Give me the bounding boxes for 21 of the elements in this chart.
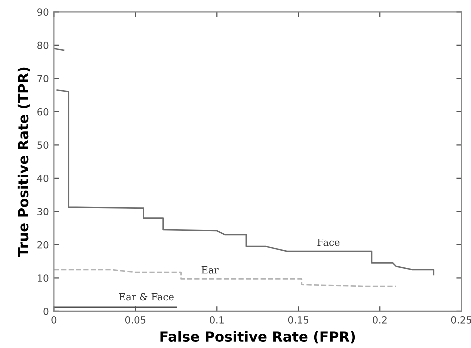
y-tick-label: 30 [38,208,49,216]
y-tick-label: 80 [38,42,49,50]
y-tick-label: 60 [38,108,49,116]
x-axis-title: False Positive Rate (FPR) [160,331,356,344]
y-tick-label: 70 [38,75,49,83]
series-label: Ear & Face [119,293,174,301]
series-label: Ear [202,266,219,274]
y-tick-label: 0 [44,308,49,316]
series-label: Face [318,238,340,246]
x-tick-label: 0.05 [125,316,146,324]
line-series [56,90,435,276]
y-axis-title: True Positive Rate (TPR) [18,68,30,257]
x-tick-label: 0 [52,316,57,324]
x-tick-label: 0.2 [373,316,387,324]
y-tick-label: 40 [37,174,49,182]
y-tick-label: 50 [38,142,49,150]
x-tick-label: 0.15 [288,316,309,324]
y-tick-label: 20 [38,241,49,249]
y-tick-label: 90 [38,8,49,16]
x-tick-label: 0.1 [210,316,224,324]
y-tick-label: 10 [38,274,49,282]
